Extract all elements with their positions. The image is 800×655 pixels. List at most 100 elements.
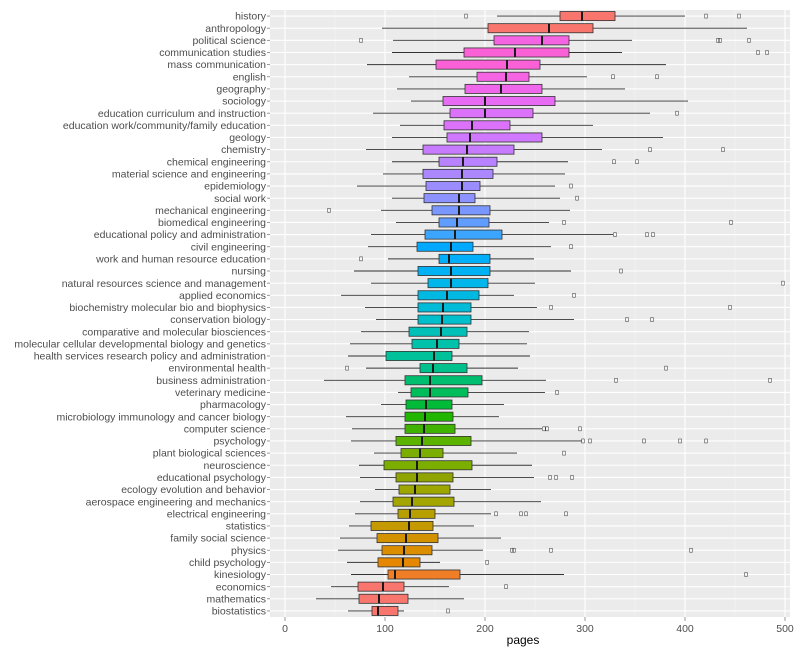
outlier-point [729, 220, 733, 225]
outlier-point [737, 13, 741, 19]
iqr-box [358, 593, 409, 604]
box-epidemiology [357, 181, 573, 191]
outlier-point [519, 511, 523, 517]
category-label: biochemistry molecular bio and biophysic… [69, 302, 266, 314]
outlier-point [359, 38, 363, 43]
outlier-point [651, 232, 655, 237]
iqr-box [376, 533, 439, 544]
category-label: business administration [156, 375, 266, 387]
outlier-point [650, 317, 654, 322]
box-family-social-science [340, 533, 501, 544]
outlier-point [504, 584, 508, 589]
outlier-point [569, 183, 573, 189]
iqr-box [422, 168, 494, 179]
outlier-point [549, 547, 553, 553]
iqr-box [425, 181, 481, 191]
outlier-point [446, 608, 450, 614]
iqr-box [424, 229, 503, 240]
category-label: social work [214, 193, 267, 205]
box-neuroscience [359, 460, 532, 471]
box-geography [397, 83, 625, 94]
box-mass-communication [367, 59, 666, 70]
box-natural-resources-science-and-management [371, 278, 785, 289]
outlier-point [562, 450, 566, 456]
x-tick-label: 100 [376, 623, 394, 635]
iqr-box [417, 266, 491, 276]
x-axis-title: pages [507, 633, 540, 647]
box-economics [331, 581, 508, 592]
iqr-box [395, 436, 472, 446]
box-electrical-engineering [355, 508, 568, 519]
outlier-point [564, 511, 568, 517]
outlier-point [569, 244, 573, 249]
outlier-point [704, 13, 708, 19]
outlier-point [689, 547, 693, 553]
iqr-box [493, 35, 570, 46]
category-label: nursing [232, 266, 267, 278]
box-health-services-research-policy-and-administration [348, 351, 530, 361]
outlier-point [655, 74, 659, 80]
category-label: mathematics [206, 593, 266, 605]
category-label: geology [229, 132, 267, 144]
iqr-box [370, 520, 434, 531]
box-computer-science [352, 423, 582, 434]
outlier-point [524, 511, 528, 517]
category-label: chemistry [221, 144, 267, 156]
box-biomedical-engineering [396, 217, 733, 228]
category-label: educational policy and administration [94, 229, 266, 241]
box-environmental-health [345, 363, 668, 374]
iqr-box [464, 83, 543, 94]
box-social-work [392, 193, 579, 204]
category-label: ecology evolution and behavior [121, 484, 266, 496]
box-child-psychology [347, 557, 489, 568]
category-label: molecular cellular developmental biology… [14, 338, 266, 350]
iqr-box [397, 508, 436, 519]
outlier-point [555, 390, 559, 395]
category-label: plant biological sciences [153, 448, 266, 460]
category-label: anthropology [205, 23, 266, 35]
x-tick-label: 300 [576, 623, 594, 635]
category-label: comparative and molecular biosciences [82, 326, 266, 338]
x-tick-label: 200 [476, 623, 494, 635]
outlier-point [645, 232, 649, 237]
category-label: political science [192, 35, 266, 47]
box-business-administration [324, 375, 772, 386]
outlier-point [548, 475, 552, 480]
outlier-point [768, 378, 772, 383]
box-applied-economics [341, 290, 576, 301]
category-label: pharmacology [200, 399, 267, 411]
iqr-box [385, 351, 453, 361]
outlier-point [575, 195, 579, 201]
outlier-point [611, 74, 615, 80]
iqr-box [383, 460, 473, 471]
category-label: psychology [213, 436, 266, 448]
category-label: physics [231, 545, 266, 557]
category-label: sociology [222, 96, 267, 108]
category-label: biomedical engineering [158, 217, 266, 229]
category-label: chemical engineering [167, 156, 266, 168]
x-tick-label: 0 [282, 623, 288, 635]
outlier-point [704, 438, 708, 444]
iqr-box [404, 411, 454, 422]
outlier-point [581, 438, 585, 444]
category-label: mechanical engineering [155, 205, 266, 217]
category-label: education work/community/family educatio… [63, 120, 266, 132]
box-plant-biological-sciences [374, 448, 566, 459]
box-geology [392, 132, 663, 143]
outlier-point [542, 426, 546, 432]
x-axis: 0 100 200 300 400 500 [282, 617, 794, 635]
boxes [316, 11, 785, 616]
outlier-point [345, 365, 349, 371]
category-label: electrical engineering [167, 508, 266, 520]
outlier-point [664, 365, 668, 371]
outlier-point [756, 50, 760, 55]
box-work-and-human-resource-education [359, 253, 534, 264]
outlier-point [721, 147, 725, 152]
outlier-point [612, 159, 616, 164]
outlier-point [359, 256, 363, 262]
box-chemical-engineering [392, 156, 639, 167]
category-label: neuroscience [204, 460, 267, 472]
category-label: biostatistics [212, 606, 266, 618]
outlier-point [781, 280, 785, 286]
